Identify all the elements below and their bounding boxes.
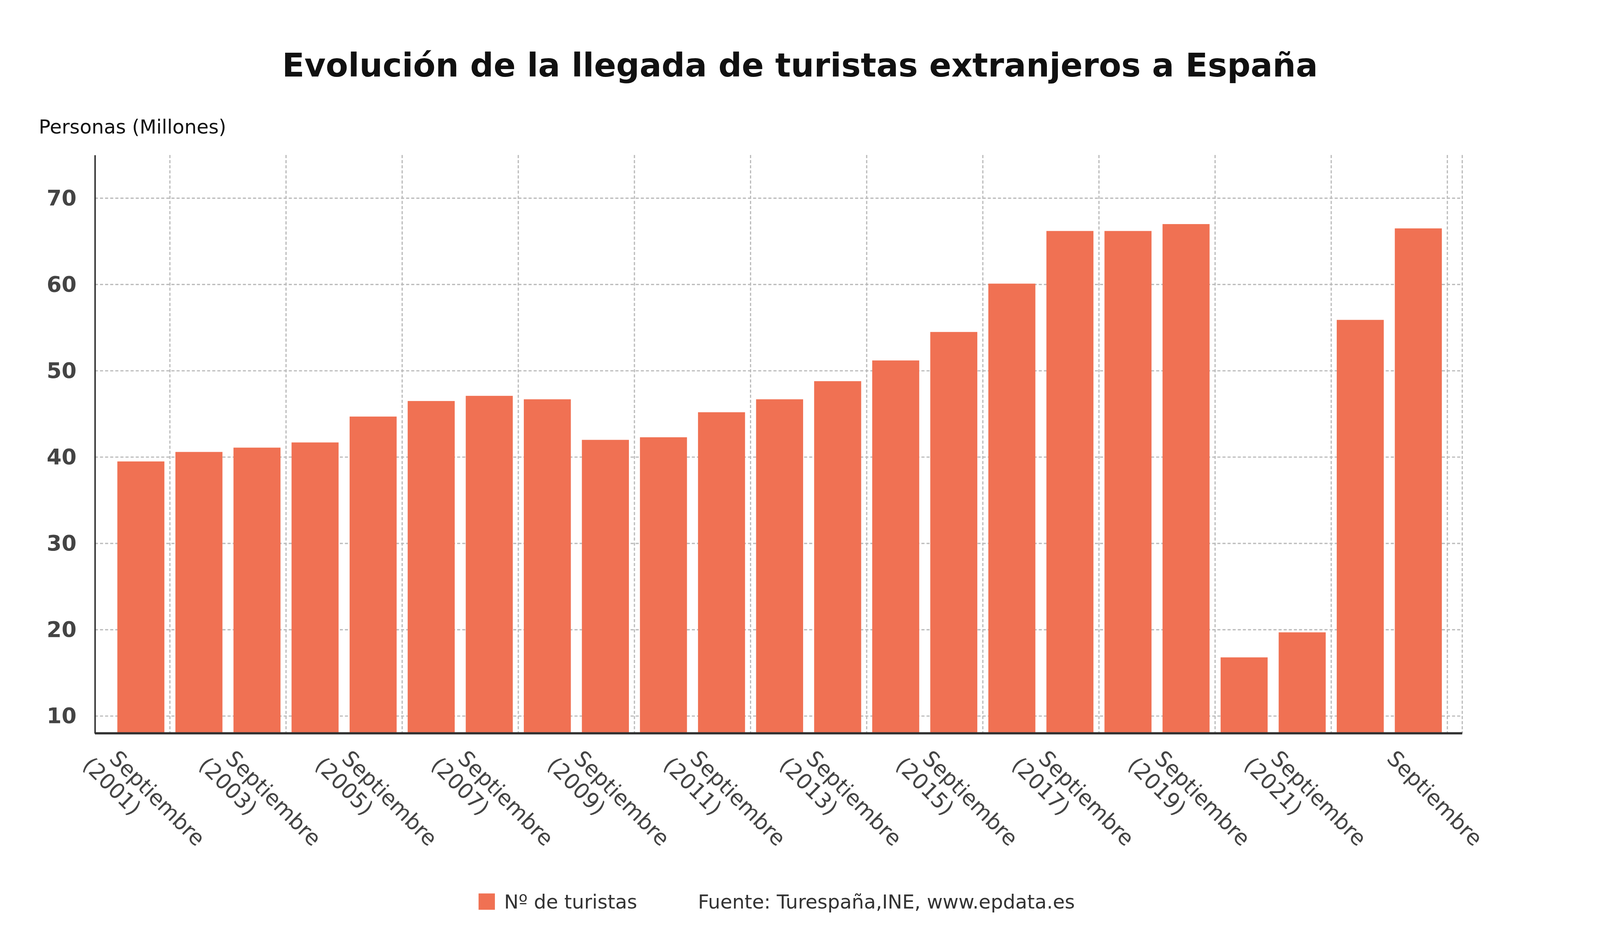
source: Fuente: Turespaña,INE, www.epdata.es <box>698 891 1075 914</box>
grid-line <box>94 370 1463 372</box>
y-tick-label: 30 <box>46 530 77 556</box>
bar <box>407 401 455 734</box>
bar <box>349 416 397 734</box>
y-tick: 20 <box>46 617 95 643</box>
x-tick: Septiembre(2021) <box>1239 733 1372 868</box>
grid-line <box>94 283 1463 286</box>
grid-line <box>1214 155 1216 734</box>
x-tick-label: Septiembre(2013) <box>774 735 907 868</box>
y-tick-label: 50 <box>46 358 77 384</box>
y-tick: 10 <box>46 703 95 729</box>
y-axis-line <box>94 155 96 734</box>
legend-label: Nº de turistas <box>503 891 638 914</box>
y-tick: 30 <box>46 530 95 556</box>
x-tick: Septiembre(2001) <box>78 733 211 868</box>
y-tick-label: 60 <box>46 271 77 297</box>
x-tick-label: Septiembre(2017) <box>1007 735 1140 868</box>
grid-line <box>401 155 403 734</box>
x-tick-label: Septiembre(2003) <box>194 735 327 868</box>
bar <box>117 461 165 734</box>
x-tick: Septiembre(2011) <box>658 733 791 868</box>
x-tick-label: Septiembre <box>1382 746 1488 852</box>
y-tick: 60 <box>46 271 95 297</box>
bar <box>291 442 339 734</box>
grid-line <box>1330 155 1332 734</box>
bar <box>175 452 223 734</box>
y-tick: 70 <box>46 185 95 211</box>
grid-line <box>1446 155 1449 734</box>
grid-line <box>94 197 1463 199</box>
bar <box>1220 657 1268 734</box>
x-tick-label: Septiembre(2001) <box>78 735 211 868</box>
y-tick-label: 70 <box>46 185 77 211</box>
x-tick-label: Septiembre(2005) <box>310 735 443 868</box>
y-tick-label: 40 <box>46 444 77 470</box>
bar <box>756 399 804 734</box>
bar <box>698 412 745 734</box>
grid-line <box>1098 155 1100 734</box>
grid-line <box>517 155 519 734</box>
x-tick: Septiembre <box>1382 733 1488 852</box>
x-tick: Septiembre(2003) <box>194 733 327 868</box>
bar <box>582 440 629 734</box>
bar <box>523 399 571 734</box>
y-axis-title: Personas (Millones) <box>38 115 227 139</box>
bar <box>988 283 1036 734</box>
legend-swatch <box>478 893 495 911</box>
bar <box>1104 231 1152 734</box>
bar <box>465 396 513 734</box>
grid-line <box>169 155 171 734</box>
y-tick-label: 10 <box>46 703 77 729</box>
bar <box>814 381 861 734</box>
x-tick-label: Septiembre(2021) <box>1239 735 1372 868</box>
y-axis: 10 20 30 40 50 60 70 <box>46 155 96 734</box>
bar <box>1278 632 1326 734</box>
bar <box>1162 224 1210 734</box>
x-tick-label: Septiembre(2011) <box>658 735 791 868</box>
grid-line <box>982 155 984 734</box>
y-tick: 40 <box>46 444 95 470</box>
x-tick-label: Septiembre(2007) <box>426 735 559 868</box>
grid <box>94 155 1463 734</box>
bar <box>639 437 687 734</box>
y-tick-label: 20 <box>46 617 77 643</box>
x-tick: Septiembre(2009) <box>542 733 675 868</box>
x-tick: Septiembre(2007) <box>426 733 559 868</box>
x-tick-label: Septiembre(2009) <box>542 735 675 868</box>
bar <box>930 332 978 734</box>
grid-line <box>285 155 287 734</box>
x-tick: Septiembre(2013) <box>774 733 907 868</box>
x-axis-line <box>94 732 1463 735</box>
grid-line <box>1461 155 1463 734</box>
title: Evolución de la llegada de turistas extr… <box>282 46 1318 85</box>
bar <box>1336 319 1384 734</box>
grid-line <box>750 155 752 734</box>
bar <box>233 447 281 734</box>
bar <box>872 360 920 734</box>
x-tick-label: Septiembre(2015) <box>891 735 1024 868</box>
y-tick: 50 <box>46 358 95 384</box>
chart: Evolución de la llegada de turistas extr… <box>0 0 1600 939</box>
bar <box>1046 231 1094 734</box>
grid-line <box>866 155 868 734</box>
x-tick-label: Septiembre(2019) <box>1123 735 1256 868</box>
x-tick: Septiembre(2005) <box>310 733 443 868</box>
bar <box>1394 228 1442 734</box>
x-axis: Septiembre(2001)Septiembre(2003)Septiemb… <box>78 733 1488 868</box>
x-tick: Septiembre(2015) <box>891 733 1024 868</box>
x-tick: Septiembre(2017) <box>1007 733 1140 868</box>
legend: Nº de turistas <box>478 891 638 914</box>
grid-line <box>633 155 636 734</box>
bars <box>117 224 1442 734</box>
x-tick: Septiembre(2019) <box>1123 733 1256 868</box>
